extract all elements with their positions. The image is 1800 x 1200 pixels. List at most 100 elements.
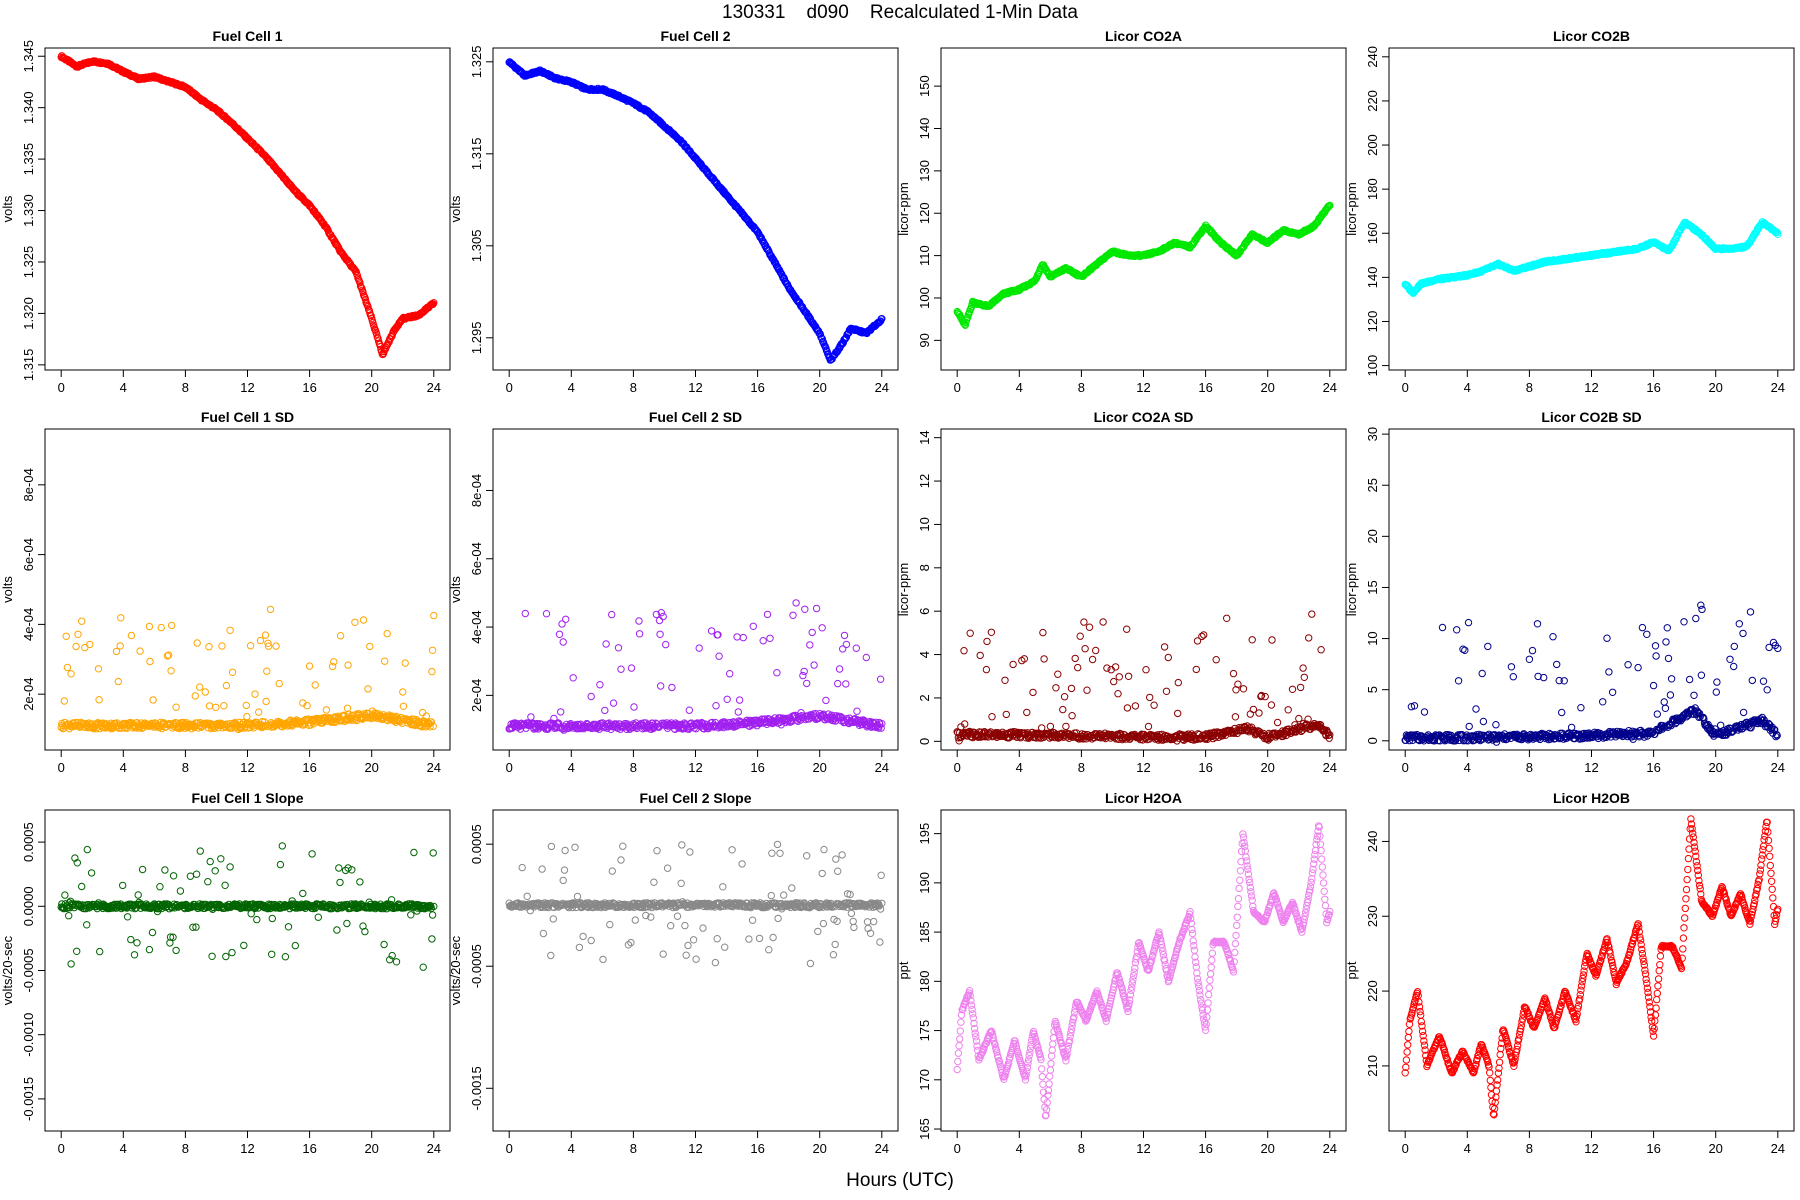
x-tick-label: 4 [1464,380,1471,395]
data-point [842,680,850,688]
y-tick-label: 14 [917,430,932,444]
data-point [336,632,345,640]
data-point [569,674,577,682]
x-tick-label: 20 [1260,380,1274,395]
data-point [792,599,800,607]
data-point [1039,628,1047,637]
data-point [1479,717,1488,726]
data-point [72,642,80,651]
x-tick-label: 8 [182,760,189,775]
data-point [1261,692,1269,701]
y-axis-label: licor-ppm [896,563,911,616]
data-point [366,642,374,651]
data-point [78,617,86,625]
y-axis-label: licor-ppm [896,182,911,235]
y-tick-label: 4 [917,651,932,658]
data-point [853,707,861,715]
data-point [430,611,438,620]
x-tick-label: 20 [1708,760,1722,775]
data-point [1229,669,1238,678]
data-point [1038,724,1046,732]
data-point [527,713,535,721]
data-point [1164,653,1173,662]
data-point [542,610,551,618]
y-tick-label: 15 [1365,580,1380,594]
data-point [1528,646,1537,655]
data-point [1472,705,1480,713]
data-point [322,706,331,714]
y-tick-label: 20 [1365,529,1380,543]
data-point [67,670,75,678]
data-point [657,682,665,690]
y-tick-label: 1.325 [21,246,36,279]
panel-title: Fuel Cell 2 [660,28,730,44]
data-point [1464,618,1473,627]
x-tick-label: 8 [1078,380,1085,395]
x-tick-label: 0 [506,380,513,395]
data-point [205,702,214,710]
data-point [399,702,408,710]
data-point [1730,642,1739,651]
data-point [220,702,228,710]
x-tick-label: 12 [240,760,254,775]
x-tick-label: 20 [812,380,826,395]
data-point [609,699,618,707]
data-point [799,671,807,680]
data-point [1660,698,1668,706]
y-tick-label: 8e-04 [21,468,36,501]
data-point [822,696,830,705]
data-point [816,330,824,338]
data-point [193,639,201,647]
y-tick-label: 120 [917,202,932,224]
y-tick-label: 120 [1365,311,1380,333]
data-point [630,703,638,711]
data-point [840,631,849,640]
data-point [1246,710,1255,718]
data-point [1284,706,1292,714]
data-point [1305,634,1313,642]
y-axis-label: volts [448,195,463,222]
x-tick-label: 12 [240,380,254,395]
data-point [1651,642,1660,650]
data-point [1085,623,1094,631]
data-point [878,315,886,323]
data-point [168,621,176,630]
data-point [167,667,175,675]
x-tick-label: 16 [302,760,316,775]
data-point [1273,718,1282,727]
data-point [256,636,265,645]
data-point [1712,688,1721,696]
data-point [1131,702,1140,710]
data-point [117,614,125,622]
y-tick-label: 200 [1365,134,1380,156]
data-point [212,703,220,711]
data-point [635,617,643,625]
data-point [311,681,319,689]
x-tick-label: 0 [954,380,961,395]
data-point [1666,691,1675,699]
x-tick-label: 24 [427,380,441,395]
x-tick-label: 16 [1646,380,1660,395]
data-point [330,658,338,666]
data-point [668,683,676,692]
data-point [988,713,996,721]
data-point [305,662,314,670]
x-tick-label: 4 [1016,760,1023,775]
x-tick-label: 12 [1136,380,1150,395]
data-point [191,692,200,700]
data-point [983,637,991,646]
y-tick-label: 100 [917,287,932,309]
x-tick-label: 24 [1771,760,1785,775]
data-point [1144,722,1153,731]
x-tick-label: 8 [1526,380,1533,395]
data-point [1081,645,1089,653]
data-point [862,653,870,662]
x-tick-label: 16 [1646,760,1660,775]
data-point [801,605,809,613]
y-tick-label: 1.315 [469,138,484,171]
data-point [1062,722,1070,731]
